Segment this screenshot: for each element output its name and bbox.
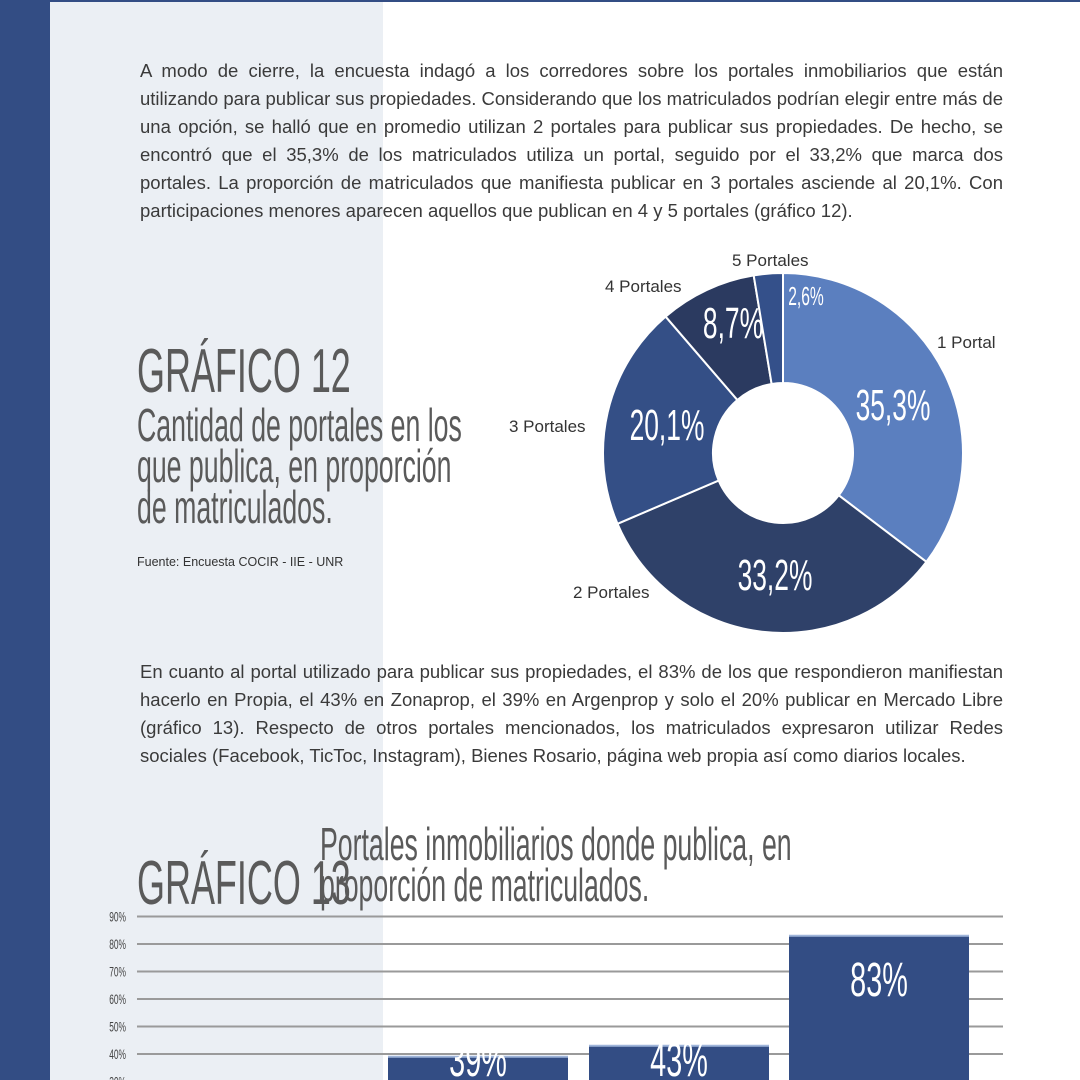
pie-value-label: 35,3% <box>856 380 931 430</box>
intro-paragraph: A modo de cierre, la encuesta indagó a l… <box>140 60 1003 221</box>
pie-value-label: 20,1% <box>630 400 705 450</box>
pie-label-3: 3 Portales <box>509 417 586 436</box>
pie-value-label: 33,2% <box>738 550 813 600</box>
side-strip <box>0 0 50 1080</box>
bar <box>789 935 969 1080</box>
y-tick-label: 90% <box>109 911 126 926</box>
bar-value-label: 43% <box>650 1034 708 1080</box>
pie-slice <box>752 271 784 386</box>
bar-value-label: 83% <box>850 953 908 1006</box>
y-tick-label: 50% <box>109 1021 126 1036</box>
pie-value-label: 2,6% <box>788 282 824 311</box>
chart12-title: Cantidad de portales en los que publica,… <box>137 399 462 533</box>
pie-slice <box>616 479 928 634</box>
chart13-label: GRÁFICO 13 <box>137 849 351 918</box>
pie-value-label: 8,7% <box>703 298 763 348</box>
bar <box>589 1045 769 1080</box>
chart13-title: Portales inmobiliarios donde publica, en… <box>320 818 792 911</box>
y-tick-label: 70% <box>109 966 126 981</box>
side-panel <box>50 0 383 1080</box>
pie-label-5: 5 Portales <box>732 251 809 270</box>
pie-slice <box>782 271 964 564</box>
bar-value-label: 39% <box>449 1034 507 1080</box>
y-tick-label: 40% <box>109 1048 126 1063</box>
chart12-label: GRÁFICO 12 <box>137 337 351 406</box>
chart12-source: Fuente: Encuesta COCIR - IIE - UNR <box>137 555 344 569</box>
top-border <box>0 0 1080 2</box>
pie-label-4: 4 Portales <box>605 277 682 296</box>
y-tick-label: 30% <box>109 1076 126 1080</box>
pie-slice <box>602 315 739 526</box>
portals-paragraph: En cuanto al portal utilizado para publi… <box>140 661 1003 766</box>
bar <box>388 1056 568 1080</box>
pie-label-2: 2 Portales <box>573 583 650 602</box>
pie-label-1: 1 Portal <box>937 333 996 352</box>
y-tick-label: 60% <box>109 993 126 1008</box>
y-tick-label: 80% <box>109 938 126 953</box>
